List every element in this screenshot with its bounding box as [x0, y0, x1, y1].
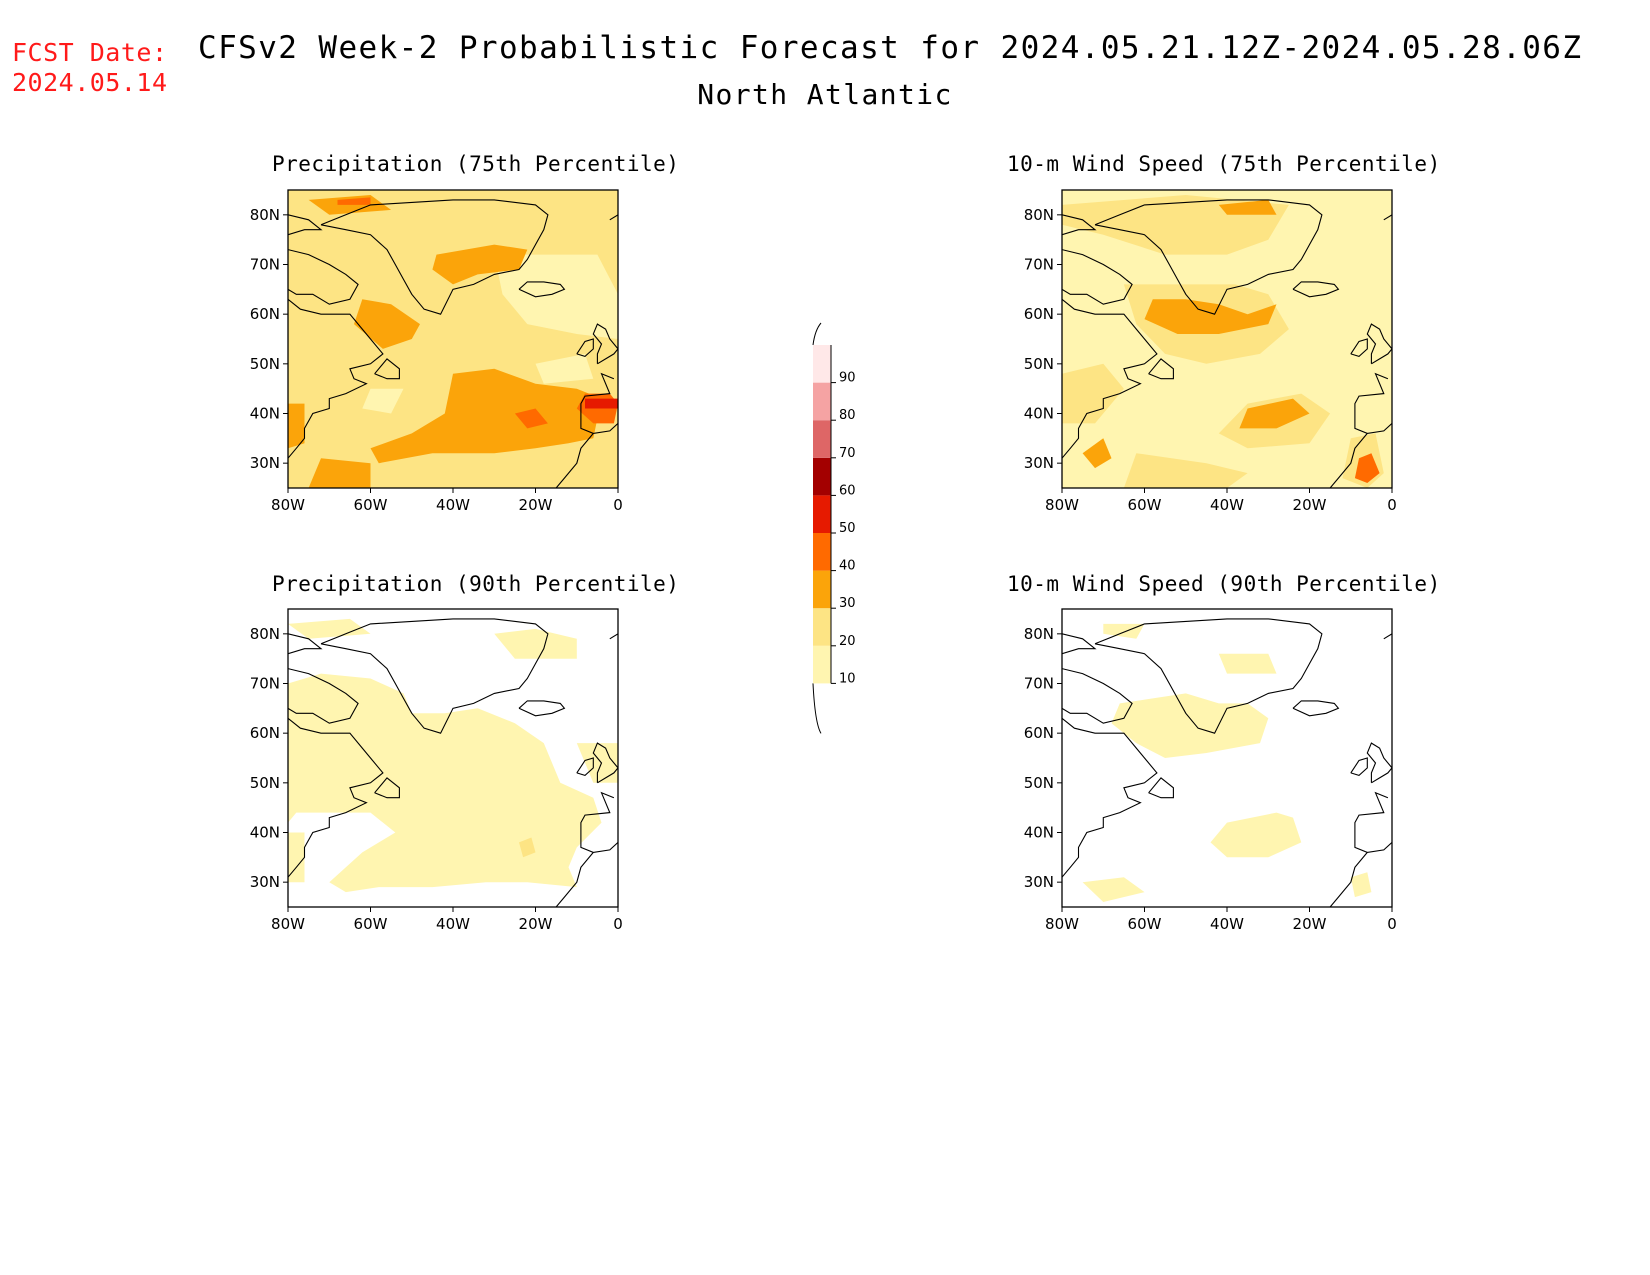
colorbar-swatch [813, 345, 831, 383]
lat-tick-label: 30N [1024, 454, 1054, 472]
lon-tick-label: 0 [613, 496, 623, 514]
lon-tick-label: 60W [1128, 496, 1162, 514]
colorbar-label: 70 [839, 446, 856, 461]
lat-tick-label: 50N [250, 355, 280, 373]
lat-tick-label: 40N [1024, 405, 1054, 423]
lon-tick-label: 20W [1293, 915, 1327, 933]
colorbar-swatch [813, 495, 831, 533]
lat-tick-label: 50N [250, 774, 280, 792]
lat-tick-label: 60N [1024, 724, 1054, 742]
map-wind75: 80N 70N 60N 50N 40N 30N 80W 60W 40W 20W 0 [1024, 189, 1397, 514]
lat-tick-label: 60N [1024, 305, 1054, 323]
lon-tick-label: 20W [519, 915, 553, 933]
lon-tick-label: 0 [1387, 915, 1397, 933]
lat-tick-label: 30N [250, 454, 280, 472]
lon-tick-label: 40W [1210, 915, 1244, 933]
colorbar-label: 10 [839, 671, 856, 686]
colorbar-label: 50 [839, 521, 856, 536]
lat-tick-label: 40N [250, 824, 280, 842]
lat-tick-label: 50N [1024, 355, 1054, 373]
colorbar-swatch [813, 457, 831, 496]
lat-tick-label: 70N [1024, 256, 1054, 274]
lon-tick-label: 80W [271, 496, 305, 514]
map-wind90: 80N 70N 60N 50N 40N 30N 80W 60W 40W 20W 0 [1024, 608, 1397, 933]
lat-tick-label: 80N [1024, 206, 1054, 224]
lon-tick-label: 0 [1387, 496, 1397, 514]
lat-tick-label: 30N [1024, 873, 1054, 891]
panel-title-wind75: 10-m Wind Speed (75th Percentile) [1007, 152, 1441, 176]
lon-tick-label: 20W [519, 496, 553, 514]
page-title: CFSv2 Week-2 Probabilistic Forecast for … [198, 30, 1583, 66]
lon-tick-label: 80W [1045, 915, 1079, 933]
colorbar-label: 30 [839, 596, 856, 611]
colorbar-label: 90 [839, 371, 856, 386]
fcst-date-value: 2024.05.14 [12, 68, 168, 97]
lat-tick-label: 80N [1024, 625, 1054, 643]
page-subtitle: North Atlantic [697, 78, 953, 111]
map-precip75: 80N 70N 60N 50N 40N 30N 80W 60W 40W 20W 0 [250, 189, 623, 514]
colorbar-swatch [813, 420, 831, 458]
colorbar-swatch [813, 382, 831, 421]
lon-tick-label: 60W [354, 496, 388, 514]
lat-tick-label: 80N [250, 625, 280, 643]
lat-tick-label: 50N [1024, 774, 1054, 792]
lon-tick-label: 60W [1128, 915, 1162, 933]
colorbar-label: 40 [839, 559, 856, 574]
lon-tick-label: 20W [1293, 496, 1327, 514]
lat-tick-label: 70N [1024, 675, 1054, 693]
colorbar-label: 80 [839, 408, 856, 423]
colorbar-label: 20 [839, 634, 856, 649]
lat-tick-label: 70N [250, 256, 280, 274]
lat-tick-label: 70N [250, 675, 280, 693]
panel-title-precip90: Precipitation (90th Percentile) [272, 572, 680, 596]
lat-tick-label: 80N [250, 206, 280, 224]
colorbar-swatch [813, 533, 831, 571]
lat-tick-label: 30N [250, 873, 280, 891]
colorbar: 10 20 30 40 50 60 70 80 90 [812, 322, 856, 734]
map-precip90: 80N 70N 60N 50N 40N 30N 80W 60W 40W 20W 0 [250, 608, 623, 933]
colorbar-swatch [813, 570, 831, 609]
lon-tick-label: 0 [613, 915, 623, 933]
lat-tick-label: 40N [250, 405, 280, 423]
lat-tick-label: 40N [1024, 824, 1054, 842]
lat-tick-label: 60N [250, 305, 280, 323]
colorbar-swatch [813, 608, 831, 646]
lon-tick-label: 40W [436, 496, 470, 514]
lon-tick-label: 40W [436, 915, 470, 933]
panel-title-precip75: Precipitation (75th Percentile) [272, 152, 680, 176]
panel-title-wind90: 10-m Wind Speed (90th Percentile) [1007, 572, 1441, 596]
lat-tick-label: 60N [250, 724, 280, 742]
fcst-date-label: FCST Date: [12, 38, 168, 67]
lon-tick-label: 60W [354, 915, 388, 933]
lon-tick-label: 40W [1210, 496, 1244, 514]
colorbar-swatch [813, 645, 831, 684]
lon-tick-label: 80W [271, 915, 305, 933]
colorbar-label: 60 [839, 483, 856, 498]
lon-tick-label: 80W [1045, 496, 1079, 514]
